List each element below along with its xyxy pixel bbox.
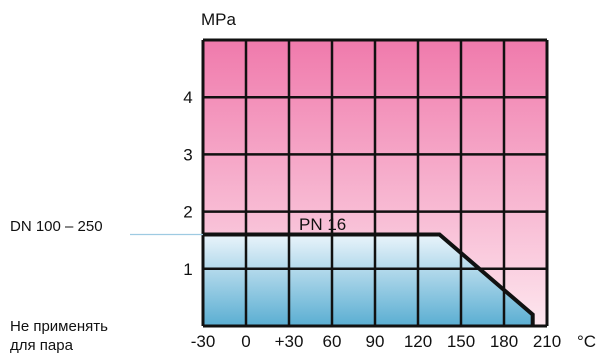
x-tick-label: 120 bbox=[404, 332, 432, 351]
x-tick-label: 60 bbox=[323, 332, 342, 351]
dn-range-label: DN 100 – 250 bbox=[10, 218, 103, 235]
note-line-2: для пара bbox=[10, 337, 74, 354]
y-axis-label: MPa bbox=[201, 10, 237, 29]
x-tick-label: 150 bbox=[447, 332, 475, 351]
x-tick-label: 210 bbox=[533, 332, 561, 351]
x-tick-label: 90 bbox=[366, 332, 385, 351]
y-tick-label: 4 bbox=[183, 88, 192, 107]
series-area-fill bbox=[203, 234, 533, 326]
series-line bbox=[203, 232, 535, 326]
grid-lines bbox=[201, 38, 549, 328]
x-tick-label: +30 bbox=[275, 332, 304, 351]
x-axis-label: °C bbox=[577, 332, 596, 351]
y-tick-label: 1 bbox=[183, 260, 192, 279]
y-tick-label: 3 bbox=[183, 145, 192, 164]
x-axis-tick-labels: -30 0 +30 60 90 120 150 180 210 bbox=[191, 332, 561, 351]
x-tick-label: 0 bbox=[241, 332, 250, 351]
note-line-1: Не применять bbox=[10, 318, 108, 335]
y-axis-tick-labels: 1 2 3 4 bbox=[183, 88, 192, 279]
x-tick-label: -30 bbox=[191, 332, 216, 351]
series-name-label: PN 16 bbox=[299, 215, 346, 234]
x-tick-label: 180 bbox=[490, 332, 518, 351]
y-tick-label: 2 bbox=[183, 203, 192, 222]
